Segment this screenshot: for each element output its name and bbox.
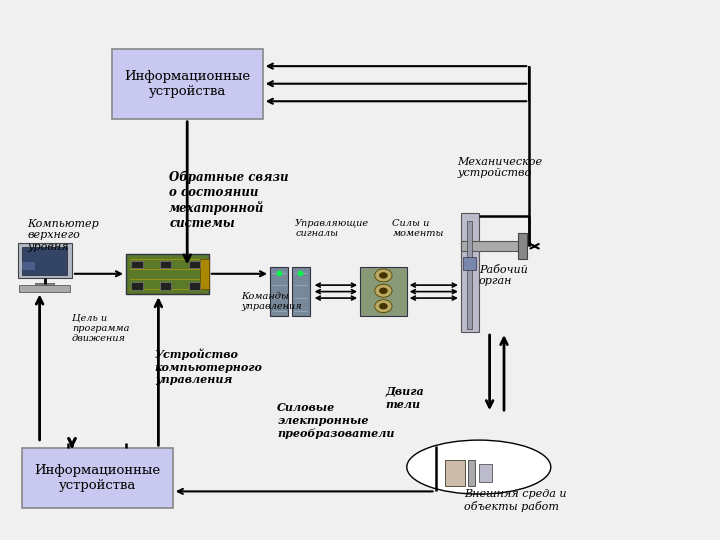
Bar: [360, 267, 407, 316]
Bar: [22, 247, 67, 275]
Bar: [126, 254, 209, 294]
Text: Управляющие
сигналы: Управляющие сигналы: [295, 219, 369, 238]
Bar: [479, 464, 492, 482]
FancyBboxPatch shape: [112, 49, 263, 119]
Bar: [189, 261, 200, 268]
Bar: [22, 262, 35, 270]
Bar: [160, 282, 171, 290]
Bar: [518, 233, 527, 259]
Bar: [200, 259, 209, 289]
Text: Информационные
устройства: Информационные устройства: [34, 464, 161, 492]
Circle shape: [379, 287, 388, 294]
Text: Информационные
устройства: Информационные устройства: [124, 70, 251, 98]
Text: Команды
управления: Команды управления: [241, 292, 302, 311]
Text: Устройство
компьютерного
управления: Устройство компьютерного управления: [155, 348, 263, 386]
Bar: [461, 213, 479, 332]
Bar: [189, 282, 200, 290]
Bar: [292, 267, 310, 316]
Text: Двига
тели: Двига тели: [385, 386, 424, 410]
Text: Внешняя среда и
объекты работ: Внешняя среда и объекты работ: [464, 489, 567, 511]
Text: Силовые
электронные
преобразователи: Силовые электронные преобразователи: [277, 402, 395, 439]
Bar: [131, 282, 143, 290]
Circle shape: [374, 300, 392, 313]
Bar: [467, 221, 472, 329]
Text: Рабочий
орган: Рабочий орган: [479, 265, 528, 286]
Circle shape: [374, 284, 392, 297]
Bar: [270, 267, 288, 316]
Text: Силы и
моменты: Силы и моменты: [392, 219, 444, 238]
Bar: [463, 256, 476, 270]
Bar: [131, 261, 143, 268]
Bar: [468, 460, 475, 486]
Text: Компьютер
верхнего
уровня: Компьютер верхнего уровня: [27, 219, 99, 252]
FancyBboxPatch shape: [22, 448, 173, 508]
Text: Обратные связи
о состоянии
мехатронной
системы: Обратные связи о состоянии мехатронной с…: [169, 170, 289, 230]
Bar: [461, 241, 522, 251]
Circle shape: [374, 269, 392, 282]
Text: Механическое
устройство: Механическое устройство: [457, 157, 542, 178]
Text: Цель и
программа
движения: Цель и программа движения: [72, 313, 130, 343]
Bar: [445, 460, 465, 486]
Bar: [35, 283, 54, 287]
Circle shape: [379, 303, 388, 309]
Circle shape: [379, 272, 388, 279]
Bar: [160, 261, 171, 268]
Bar: [18, 243, 72, 278]
Bar: [19, 285, 70, 292]
Ellipse shape: [407, 440, 551, 494]
